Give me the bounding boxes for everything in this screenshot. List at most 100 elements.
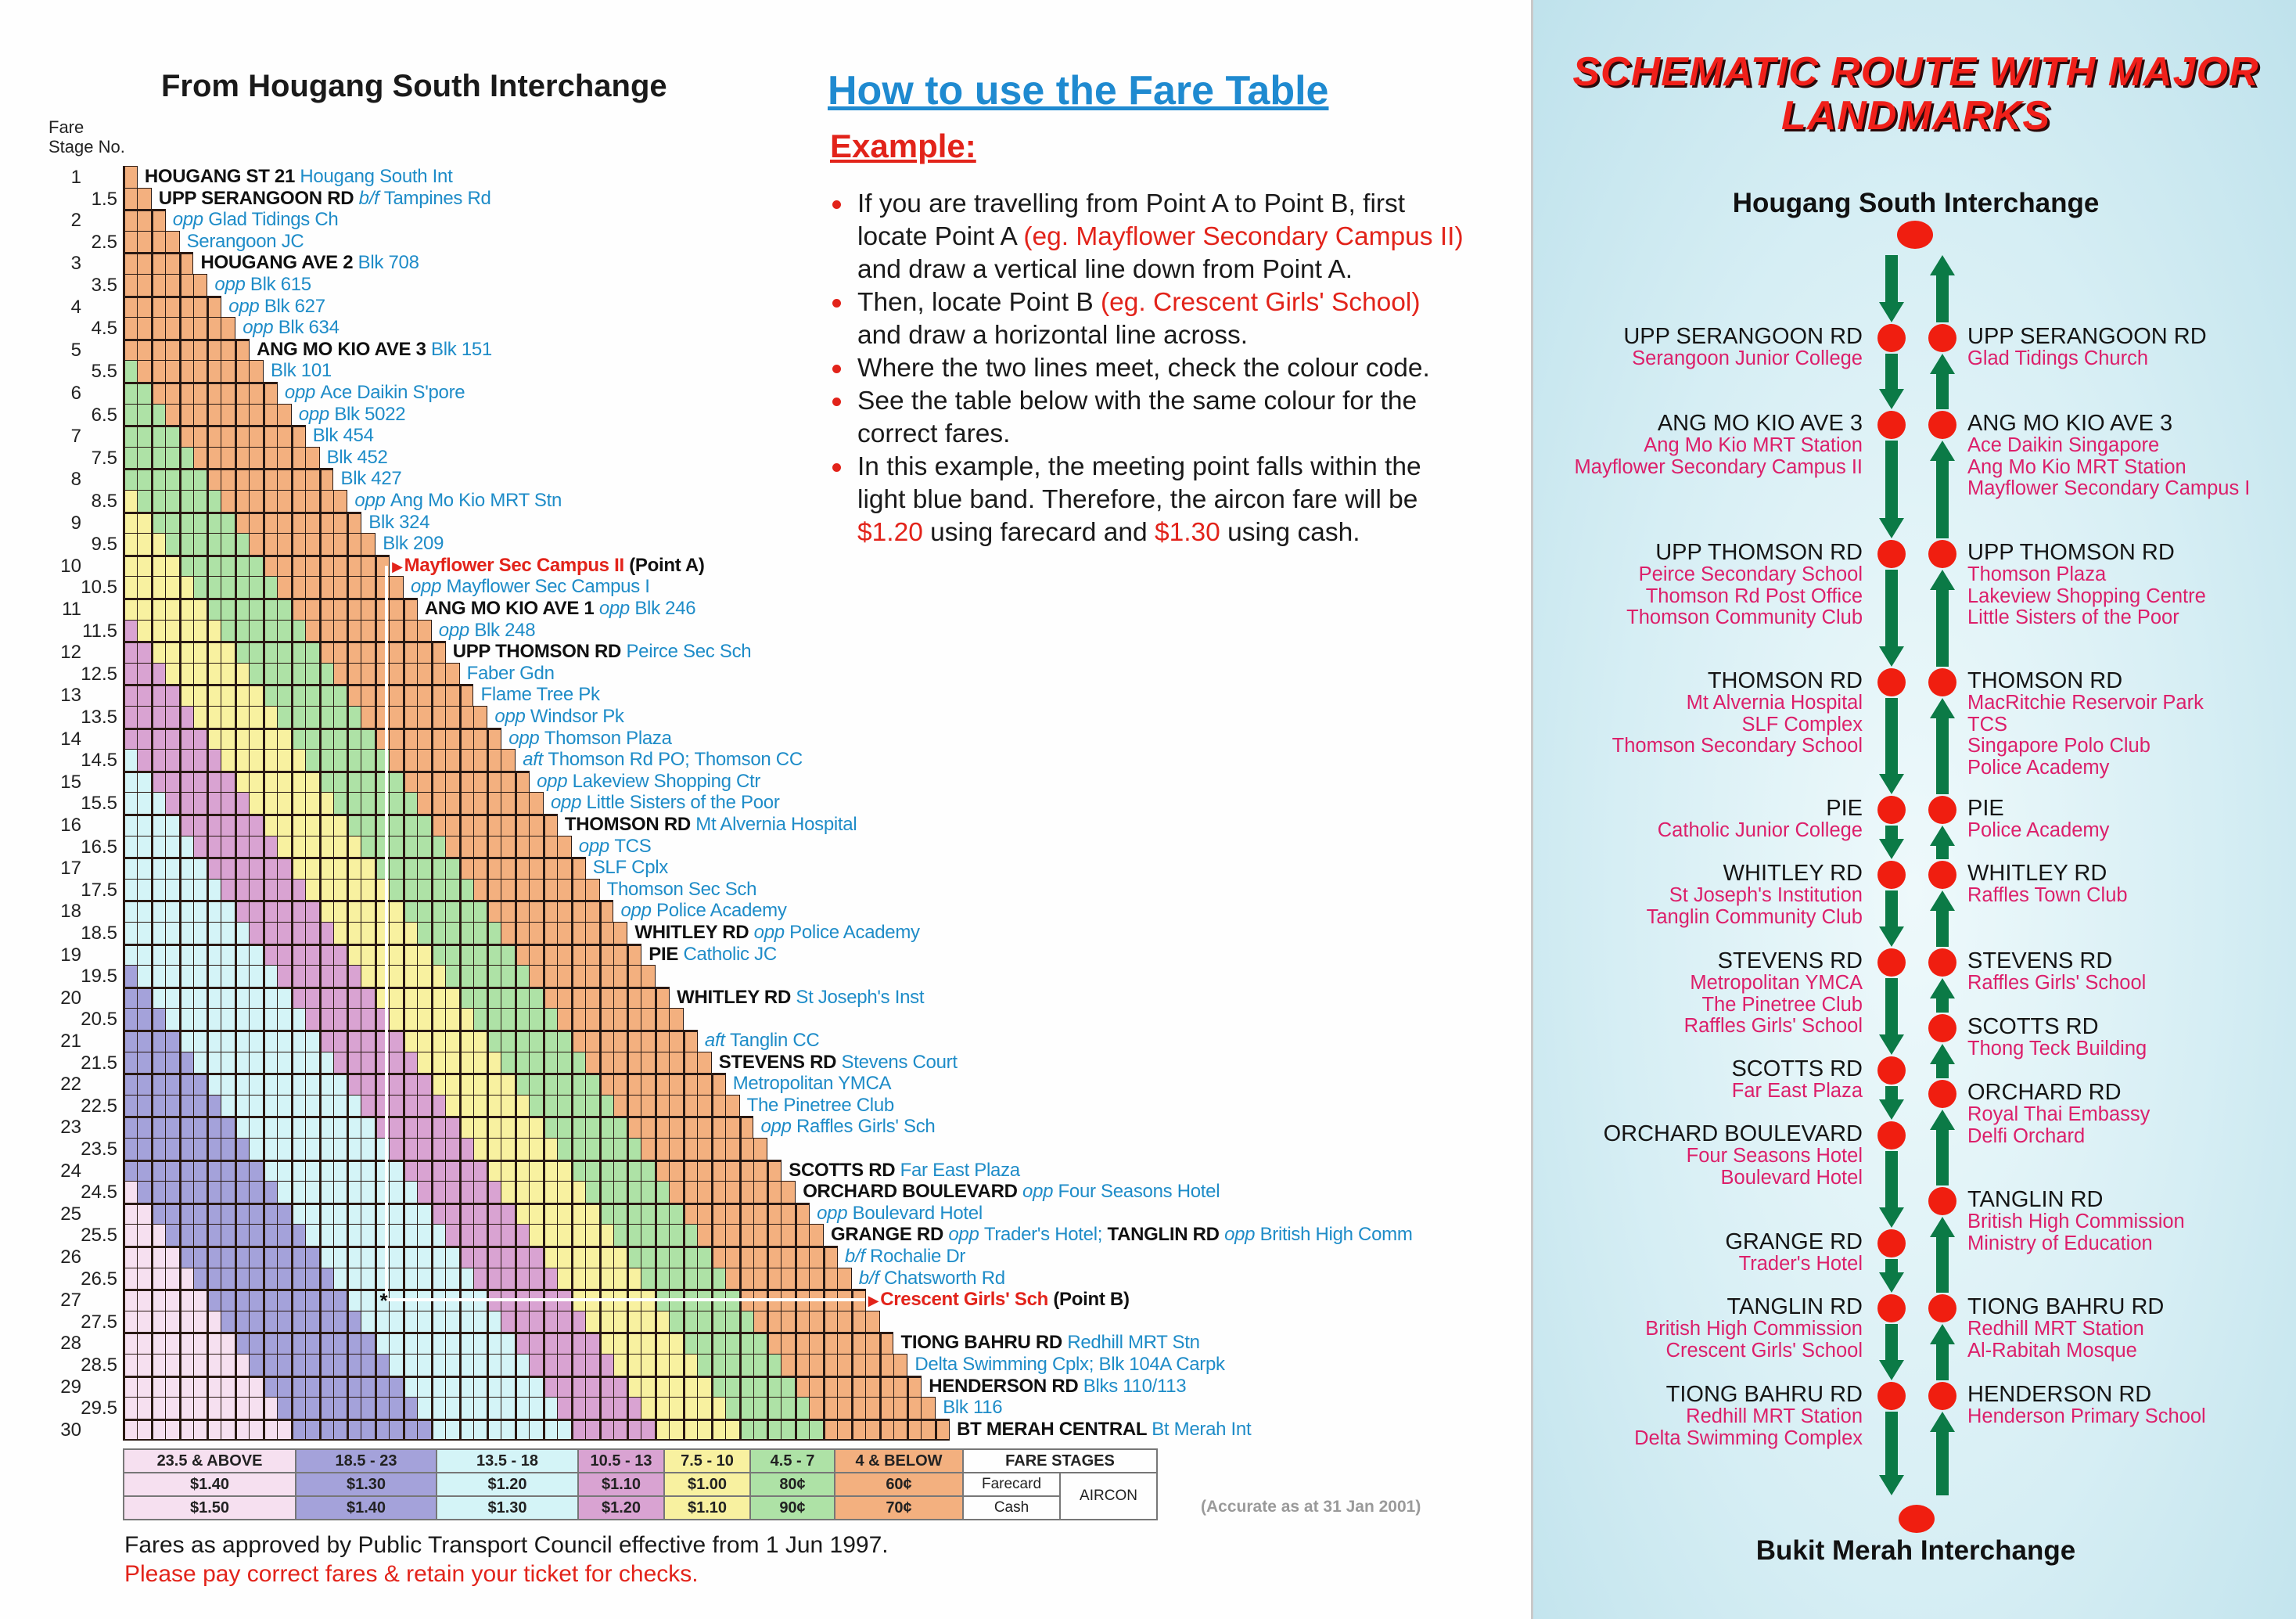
fare-cell [164, 403, 180, 426]
fare-cell [529, 792, 544, 815]
fare-cell [136, 706, 152, 729]
fare-cell [795, 1354, 810, 1376]
stop-label-part: opp [494, 706, 530, 727]
fare-cell [276, 1354, 292, 1376]
fare-cell [150, 878, 166, 901]
fare-cell [178, 770, 194, 793]
fare-cell [458, 986, 474, 1009]
fare-cell [136, 878, 152, 901]
fare-cell [207, 295, 222, 318]
instruction-item: Where the two lines meet, check the colo… [829, 352, 1471, 385]
stop-label-part: HENDERSON RD [929, 1375, 1083, 1397]
fare-cell [221, 706, 236, 729]
fare-cell [136, 662, 152, 685]
fare-cell [598, 1094, 614, 1117]
stop-dot [1877, 948, 1906, 977]
fare-cell [375, 1332, 390, 1355]
stop-label-part: opp [438, 619, 475, 641]
landmark: Thomson Community Club [1626, 606, 1863, 628]
fare-cell [347, 1202, 362, 1225]
fare-cell [893, 1375, 908, 1398]
fare-cell [613, 1202, 628, 1225]
fare-cell [263, 857, 278, 880]
fare-cell [627, 1030, 642, 1052]
fare-cell [683, 1246, 698, 1268]
fare-cell [276, 1073, 292, 1096]
fare-cell [263, 1397, 278, 1419]
fare-cell [150, 295, 166, 318]
stop-label-part: (Point B) [1048, 1289, 1130, 1311]
legend-range-row: 23.5 & ABOVE 18.5 - 23 13.5 - 18 10.5 - 13 7… [123, 1448, 1158, 1473]
legend-range-cell: 4 & BELOW [834, 1448, 964, 1473]
fare-cell [472, 922, 488, 944]
fare-cell [164, 792, 180, 815]
stop-label: opp TCS [579, 836, 652, 857]
fare-cell [249, 1008, 264, 1031]
fare-cell [361, 1181, 376, 1203]
fare-cell [123, 209, 138, 232]
fare-cell [598, 1051, 614, 1074]
stop-label-part: Serangoon JC [186, 230, 304, 252]
stop-label: WHITLEY RD St Joseph's Inst [677, 987, 924, 1008]
fare-cell [529, 986, 544, 1009]
stop-dot [1877, 1294, 1906, 1322]
fare-cell [235, 1008, 250, 1031]
stop-label-part: opp [508, 727, 544, 749]
down-arrow-icon [1879, 441, 1904, 538]
fare-cell [304, 554, 320, 577]
fare-cell [290, 1116, 306, 1139]
fare-cell [263, 533, 278, 556]
fare-stage-number: 11 [62, 599, 81, 620]
instruction-item: See the table below with the same colour… [829, 385, 1471, 451]
fare-cell [276, 1397, 292, 1419]
fare-cell [347, 1030, 362, 1052]
fare-cell [318, 662, 334, 685]
fare-cell [263, 1310, 278, 1333]
fare-cell [136, 1354, 152, 1376]
fare-cell [207, 1332, 222, 1355]
fare-cell [389, 792, 404, 815]
fare-cell [347, 598, 362, 621]
fare-cell [556, 1094, 572, 1117]
fare-cell [136, 727, 152, 750]
fare-cell [361, 641, 376, 664]
fare-cell [809, 1418, 824, 1441]
fare-cell [249, 576, 264, 599]
fare-cell [263, 922, 278, 944]
fare-cell [683, 1159, 698, 1182]
fare-cell [361, 1267, 376, 1290]
fare-cell [290, 662, 306, 685]
fare-cell [724, 1116, 740, 1139]
fare-cell [458, 1030, 474, 1052]
fare-cell [655, 1375, 670, 1398]
fare-cell [584, 1375, 600, 1398]
fare-cell [795, 1332, 810, 1355]
fare-cell [164, 662, 180, 685]
fare-cell [430, 1354, 446, 1376]
stop-label-part: Blk 708 [358, 252, 419, 274]
fare-cell [249, 425, 264, 448]
fare-cell [290, 598, 306, 621]
fare-cell [207, 1354, 222, 1376]
fare-cell [627, 1310, 642, 1333]
fare-cell [276, 1418, 292, 1441]
fare-cell [598, 1224, 614, 1247]
fare-cell [584, 900, 600, 923]
stop-label-part: Trader's Hotel; [983, 1224, 1108, 1246]
fare-cell [613, 1008, 628, 1031]
fare-cell [543, 1051, 558, 1074]
fare-cell [403, 619, 418, 642]
stop-label: Blk 101 [271, 360, 332, 381]
fare-cell [263, 749, 278, 772]
fare-cell [123, 1159, 138, 1182]
fare-cell [276, 1332, 292, 1355]
landmark: Ang Mo Kio MRT Station [1967, 455, 2186, 478]
fare-cell [318, 1289, 334, 1311]
fare-cell [515, 1246, 530, 1268]
stop-label: opp Police Academy [621, 900, 787, 921]
fare-cell [276, 965, 292, 988]
stop-label: HOUGANG AVE 2 Blk 708 [201, 252, 419, 273]
route-diagram [1877, 221, 1956, 1533]
stop-label-part: Blk 116 [943, 1397, 1003, 1419]
fare-cell [487, 1267, 502, 1290]
